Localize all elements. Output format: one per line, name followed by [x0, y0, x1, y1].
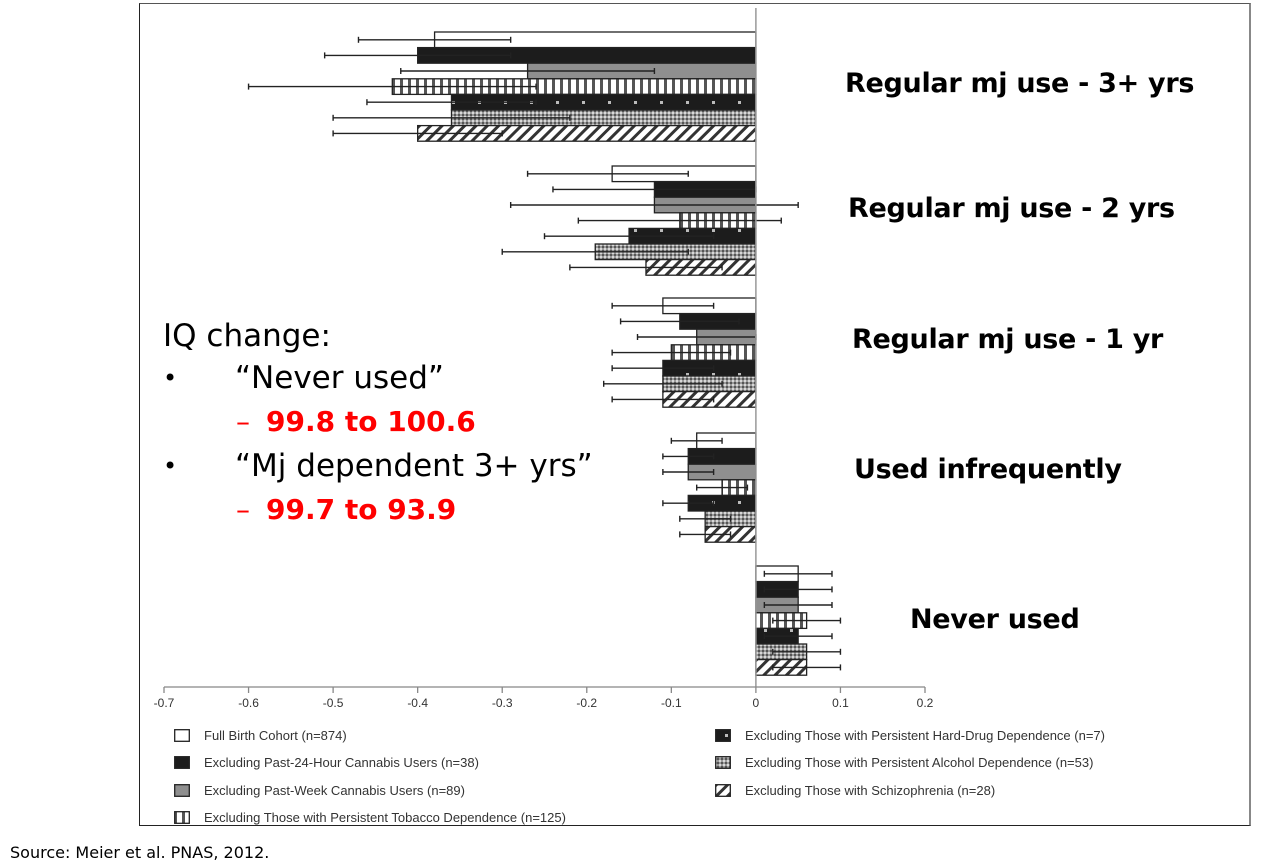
error-bar: [763, 586, 833, 593]
error-bar: [366, 99, 537, 106]
legend-item: Excluding Past-24-Hour Cannabis Users (n…: [174, 754, 479, 772]
source-citation: Source: Meier et al. PNAS, 2012.: [10, 843, 270, 862]
legend-swatch-icon: [174, 756, 190, 769]
error-bar: [670, 437, 723, 444]
legend-label: Excluding Those with Persistent Hard-Dru…: [745, 727, 1105, 743]
x-axis: -0.7 -0.6 -0.5 -0.4 -0.3 -0.2 -0.1 0 0.1 0.2: [154, 686, 934, 710]
legend-label: Excluding Past-24-Hour Cannabis Users (n…: [204, 755, 479, 770]
annotation-bullet-mj-dependent: • “Mj dependent 3+ yrs”: [163, 444, 593, 488]
error-bar: [611, 349, 732, 356]
legend-label: Excluding Those with Schizophrenia (n=28…: [745, 782, 996, 798]
x-tick-label: -0.4: [407, 696, 428, 710]
error-bar: [696, 484, 749, 491]
error-bar: [763, 570, 833, 577]
annotation-label: “Mj dependent 3+ yrs”: [235, 448, 593, 484]
x-tick-label: -0.7: [154, 696, 175, 710]
error-bar: [611, 396, 715, 403]
legend-swatch-icon: [174, 728, 190, 742]
annotation-label: “Never used”: [235, 360, 444, 396]
annotation-value-mj-dependent: –99.7 to 93.9: [163, 488, 593, 532]
error-bar: [400, 68, 656, 74]
error-bar: [772, 648, 842, 655]
error-bar: [247, 83, 537, 90]
x-tick-label: 0.1: [832, 696, 849, 710]
error-bar: [662, 469, 715, 475]
error-bar: [611, 365, 715, 372]
bullet-icon: •: [163, 452, 178, 480]
annotation-title: IQ change:: [163, 318, 331, 354]
legend-label: Full Birth Cohort (n=874): [204, 727, 347, 743]
legend-label: Excluding Those with Persistent Alcohol …: [745, 755, 1094, 770]
error-bar: [763, 633, 833, 640]
legend-swatch-icon: [715, 756, 731, 769]
legend-item: Excluding Those with Persistent Alcohol …: [715, 754, 1093, 772]
error-bar: [323, 52, 512, 59]
legend-item: Excluding Those with Persistent Hard-Dru…: [715, 726, 1105, 744]
annotation-value-never-used: –99.8 to 100.6: [163, 400, 593, 444]
error-bar: [679, 515, 732, 522]
error-bar: [679, 531, 732, 538]
legend-swatch-icon: [715, 783, 731, 797]
dash-icon: –: [236, 405, 250, 438]
legend-item: Excluding Those with Schizophrenia (n=28…: [715, 781, 995, 799]
group-label-regular-2yrs: Regular mj use - 2 yrs: [848, 193, 1175, 224]
error-bar: [662, 500, 715, 507]
x-tick-label: -0.1: [661, 696, 682, 710]
error-bar: [543, 233, 715, 240]
dash-icon: –: [236, 493, 250, 526]
error-bar: [569, 264, 723, 271]
error-bar: [357, 36, 512, 43]
legend-label: Excluding Past-Week Cannabis Users (n=89…: [204, 782, 465, 798]
error-bar: [332, 130, 503, 137]
error-bar: [509, 202, 799, 208]
error-bar: [662, 453, 715, 460]
error-bar: [501, 248, 689, 255]
annotation-value: 99.7 to 93.9: [266, 493, 457, 526]
annotation-value: 99.8 to 100.6: [266, 405, 476, 438]
error-bar: [602, 380, 723, 387]
legend-swatch-icon: [715, 728, 731, 742]
bars-layer: [247, 8, 842, 687]
legend-swatch-icon: [174, 811, 190, 824]
annotation-bullet-never-used: • “Never used”: [163, 356, 593, 400]
x-tick-label: -0.3: [492, 696, 513, 710]
x-tick-label: -0.2: [576, 696, 597, 710]
error-bar: [772, 617, 842, 624]
x-tick-label: -0.6: [238, 696, 259, 710]
legend-label: Excluding Those with Persistent Tobacco …: [204, 810, 566, 825]
error-bar: [577, 217, 782, 224]
bullet-icon: •: [163, 364, 178, 392]
group-label-never-used: Never used: [910, 604, 1080, 635]
x-tick-label: -0.5: [323, 696, 344, 710]
x-tick-label: 0.2: [917, 696, 934, 710]
error-bar: [526, 170, 689, 177]
legend-item: Excluding Those with Persistent Tobacco …: [174, 809, 566, 827]
error-bar: [772, 664, 842, 671]
legend-item: Full Birth Cohort (n=874): [174, 726, 347, 744]
group-label-regular-3yrs: Regular mj use - 3+ yrs: [845, 68, 1195, 99]
x-tick-label: 0: [753, 696, 760, 710]
legend-swatch-icon: [174, 783, 190, 797]
group-label-regular-1yr: Regular mj use - 1 yr: [852, 324, 1164, 355]
group-label-used-infrequently: Used infrequently: [854, 454, 1122, 485]
legend-item: Excluding Past-Week Cannabis Users (n=89…: [174, 781, 465, 799]
error-bar: [611, 302, 715, 309]
error-bar: [332, 114, 571, 121]
error-bar: [619, 318, 740, 325]
error-bar: [763, 602, 833, 608]
iq-change-annotation: IQ change: • “Never used” –99.8 to 100.6…: [163, 316, 593, 532]
